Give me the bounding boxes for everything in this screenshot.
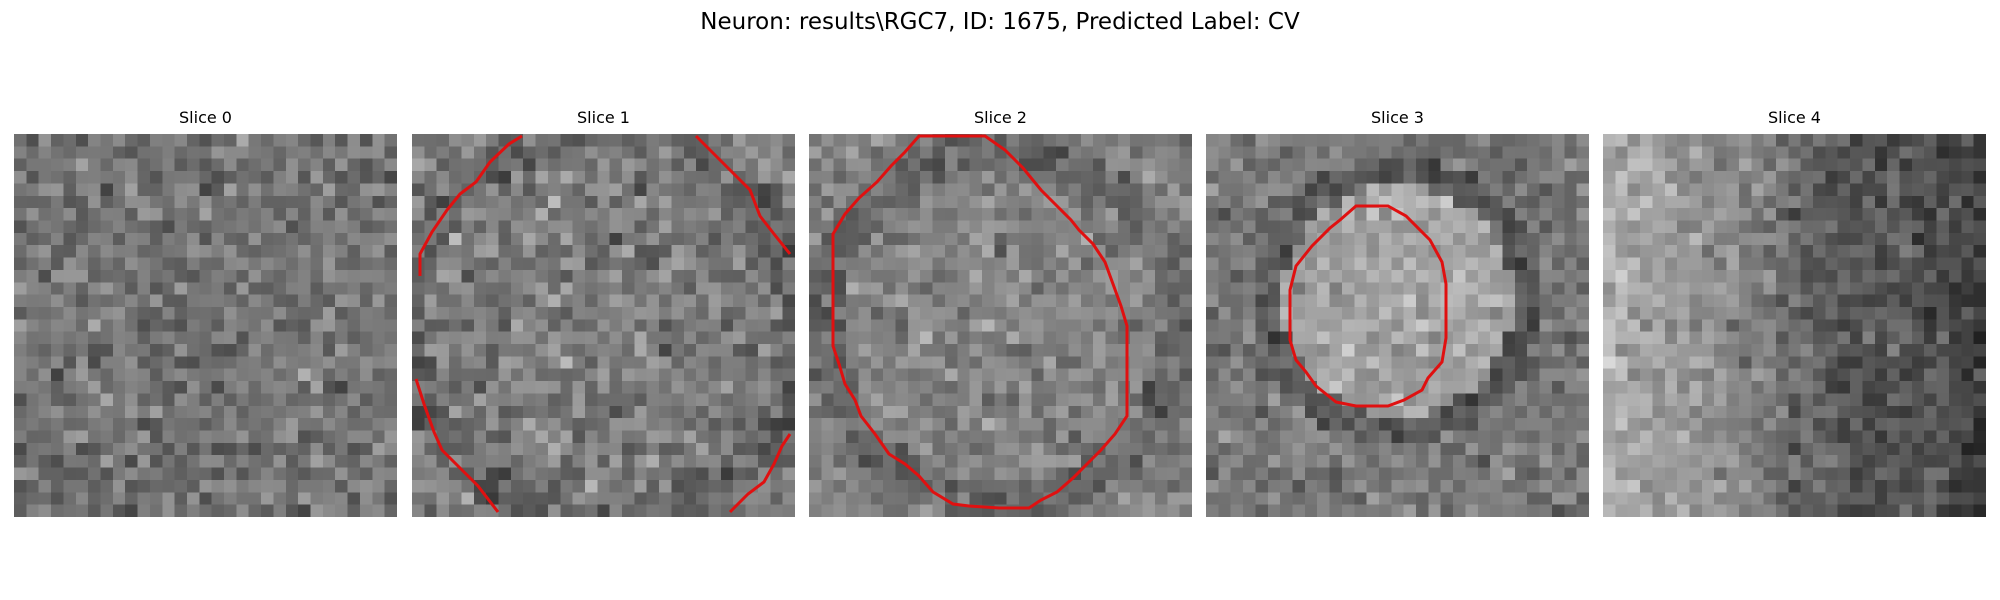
slice-image — [1603, 134, 1986, 517]
slice-panel-0: Slice 0 — [14, 108, 397, 517]
slice-title: Slice 2 — [974, 108, 1027, 127]
slice-image — [412, 134, 795, 517]
slice-panel-2: Slice 2 — [809, 108, 1192, 517]
figure-title: Neuron: results\RGC7, ID: 1675, Predicte… — [700, 9, 1300, 35]
slice-image — [1206, 134, 1589, 517]
slice-panel-3: Slice 3 — [1206, 108, 1589, 517]
slice-title: Slice 1 — [577, 108, 630, 127]
slice-image — [809, 134, 1192, 517]
slice-title: Slice 4 — [1768, 108, 1821, 127]
slice-image — [14, 134, 397, 517]
slice-panel-1: Slice 1 — [412, 108, 795, 517]
slice-title: Slice 0 — [179, 108, 232, 127]
slice-title: Slice 3 — [1371, 108, 1424, 127]
slice-panel-4: Slice 4 — [1603, 108, 1986, 517]
